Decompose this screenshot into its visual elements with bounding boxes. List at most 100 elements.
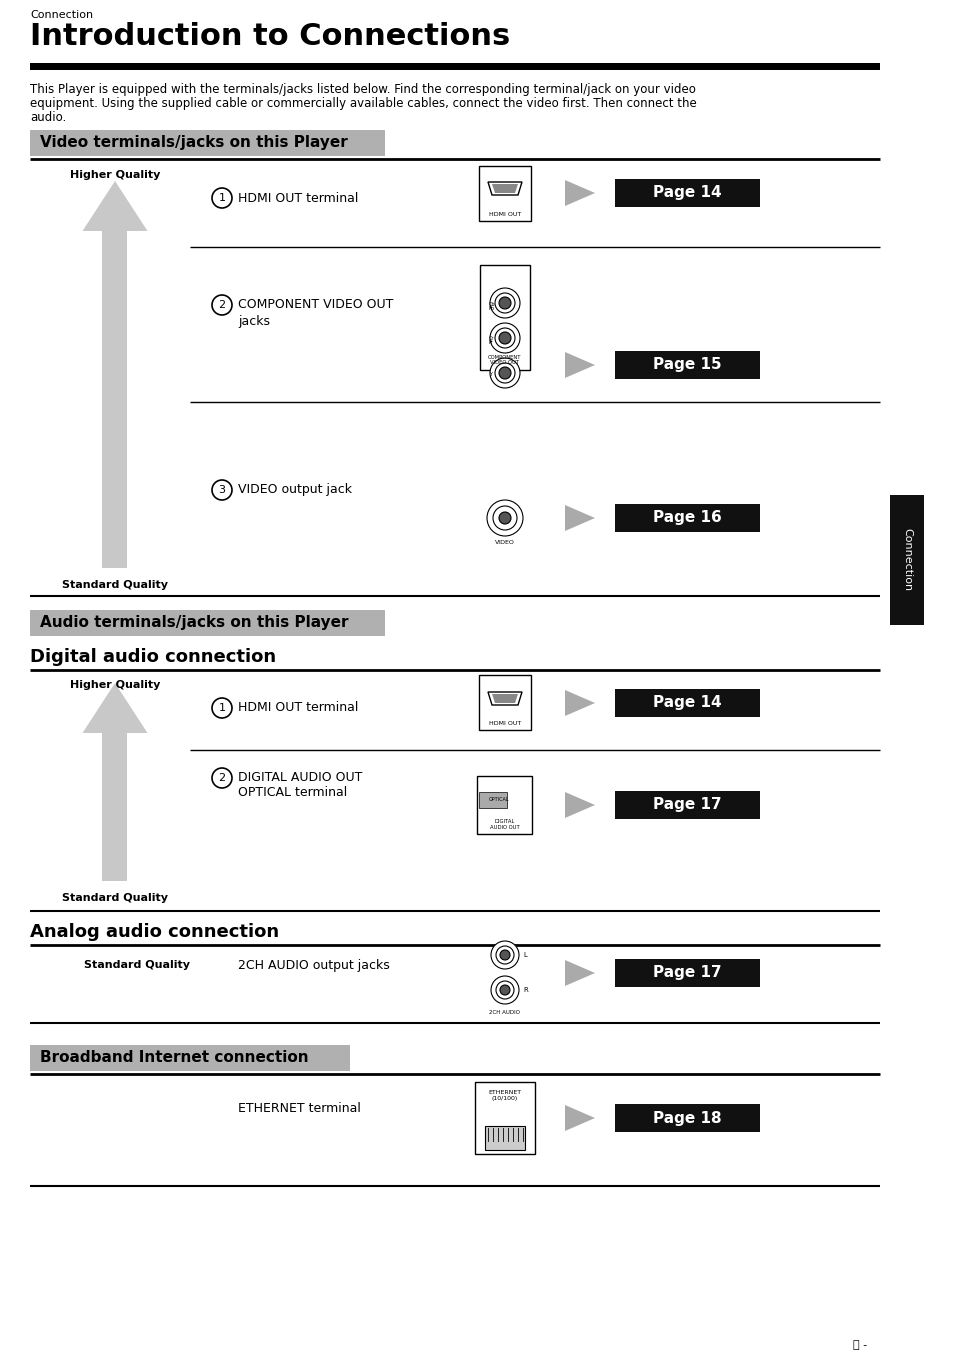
Polygon shape <box>82 181 148 232</box>
Polygon shape <box>492 184 517 194</box>
Polygon shape <box>564 691 595 716</box>
Bar <box>615 351 760 379</box>
Circle shape <box>490 324 519 353</box>
Text: Standard Quality: Standard Quality <box>62 580 168 590</box>
Text: jacks: jacks <box>237 314 270 328</box>
Text: Analog audio connection: Analog audio connection <box>30 923 279 941</box>
Text: OPTICAL terminal: OPTICAL terminal <box>237 787 347 799</box>
Bar <box>478 165 531 221</box>
Text: Page 16: Page 16 <box>653 510 721 525</box>
Text: Introduction to Connections: Introduction to Connections <box>30 22 510 51</box>
Text: Page 15: Page 15 <box>653 357 721 372</box>
Polygon shape <box>492 695 517 703</box>
Bar <box>479 265 530 371</box>
Text: 2: 2 <box>218 301 225 310</box>
Circle shape <box>499 984 510 995</box>
Text: equipment. Using the supplied cable or commercially available cables, connect th: equipment. Using the supplied cable or c… <box>30 97 696 110</box>
Text: OPTICAL: OPTICAL <box>489 798 509 803</box>
Text: HDMI OUT: HDMI OUT <box>488 722 520 727</box>
Polygon shape <box>564 505 595 531</box>
Text: 2CH AUDIO: 2CH AUDIO <box>489 1010 520 1016</box>
Text: DIGITAL AUDIO OUT: DIGITAL AUDIO OUT <box>237 772 362 784</box>
Text: HDMI OUT terminal: HDMI OUT terminal <box>237 701 358 715</box>
Text: HDMI OUT terminal: HDMI OUT terminal <box>237 191 358 204</box>
Text: Page 14: Page 14 <box>653 185 721 200</box>
Text: Cr: Cr <box>489 337 494 341</box>
Text: R: R <box>522 987 527 992</box>
Bar <box>889 496 923 626</box>
Text: Page 17: Page 17 <box>653 965 721 980</box>
Polygon shape <box>488 181 521 195</box>
Polygon shape <box>564 180 595 206</box>
Text: ETHERNET
(10/100): ETHERNET (10/100) <box>488 1090 521 1101</box>
Text: Broadband Internet connection: Broadband Internet connection <box>40 1051 309 1066</box>
Polygon shape <box>564 960 595 986</box>
Text: L: L <box>522 952 526 959</box>
Text: Higher Quality: Higher Quality <box>70 171 160 180</box>
Bar <box>30 64 879 70</box>
Circle shape <box>498 367 511 379</box>
Circle shape <box>212 188 232 209</box>
Text: COMPONENT
VIDEO OUT: COMPONENT VIDEO OUT <box>488 355 521 366</box>
Text: Digital audio connection: Digital audio connection <box>30 649 275 666</box>
Text: 2: 2 <box>218 773 225 783</box>
Text: Standard Quality: Standard Quality <box>84 960 190 969</box>
Text: Connection: Connection <box>30 9 93 20</box>
Text: Pb: Pb <box>489 306 495 310</box>
Text: VIDEO output jack: VIDEO output jack <box>237 483 352 497</box>
Text: VIDEO: VIDEO <box>495 540 515 546</box>
Text: audio.: audio. <box>30 111 66 125</box>
Text: HDMI OUT: HDMI OUT <box>488 211 520 217</box>
Text: Y: Y <box>489 372 492 378</box>
Circle shape <box>212 699 232 718</box>
Polygon shape <box>564 352 595 378</box>
Text: 3: 3 <box>218 485 225 496</box>
Circle shape <box>212 295 232 315</box>
Text: Page 14: Page 14 <box>653 696 721 711</box>
Bar <box>615 689 760 718</box>
Text: DIGITAL
AUDIO OUT: DIGITAL AUDIO OUT <box>490 819 519 830</box>
Circle shape <box>491 976 518 1005</box>
Polygon shape <box>82 682 148 733</box>
Text: ETHERNET terminal: ETHERNET terminal <box>237 1102 360 1116</box>
Circle shape <box>490 357 519 389</box>
Text: Cb: Cb <box>489 302 495 306</box>
Text: 2CH AUDIO output jacks: 2CH AUDIO output jacks <box>237 959 390 972</box>
Bar <box>478 676 531 731</box>
Text: Video terminals/jacks on this Player: Video terminals/jacks on this Player <box>40 135 348 150</box>
Text: Audio terminals/jacks on this Player: Audio terminals/jacks on this Player <box>40 616 348 631</box>
Bar <box>479 792 507 808</box>
Polygon shape <box>102 232 128 567</box>
Bar <box>484 1127 524 1150</box>
Text: 1: 1 <box>218 703 225 714</box>
Bar <box>477 776 532 834</box>
Text: Higher Quality: Higher Quality <box>70 680 160 691</box>
Circle shape <box>490 288 519 318</box>
Circle shape <box>491 941 518 969</box>
Bar <box>475 1082 535 1154</box>
Polygon shape <box>488 692 521 705</box>
Text: Connection: Connection <box>901 528 911 592</box>
Bar <box>615 959 760 987</box>
Circle shape <box>498 512 511 524</box>
Text: This Player is equipped with the terminals/jacks listed below. Find the correspo: This Player is equipped with the termina… <box>30 83 695 96</box>
Text: Pr: Pr <box>489 340 494 345</box>
Bar <box>615 791 760 819</box>
Circle shape <box>499 951 510 960</box>
Text: Page 17: Page 17 <box>653 798 721 812</box>
Bar <box>615 179 760 207</box>
Polygon shape <box>564 1105 595 1131</box>
Polygon shape <box>564 792 595 818</box>
Text: 1: 1 <box>218 194 225 203</box>
Bar <box>30 130 385 156</box>
Circle shape <box>498 297 511 309</box>
Text: COMPONENT VIDEO OUT: COMPONENT VIDEO OUT <box>237 298 393 311</box>
Text: Page 18: Page 18 <box>653 1110 721 1125</box>
Circle shape <box>212 481 232 500</box>
Circle shape <box>498 332 511 344</box>
Circle shape <box>212 768 232 788</box>
Text: ⓔ -: ⓔ - <box>852 1340 866 1350</box>
Circle shape <box>486 500 522 536</box>
Bar <box>30 1045 350 1071</box>
Bar <box>615 504 760 532</box>
